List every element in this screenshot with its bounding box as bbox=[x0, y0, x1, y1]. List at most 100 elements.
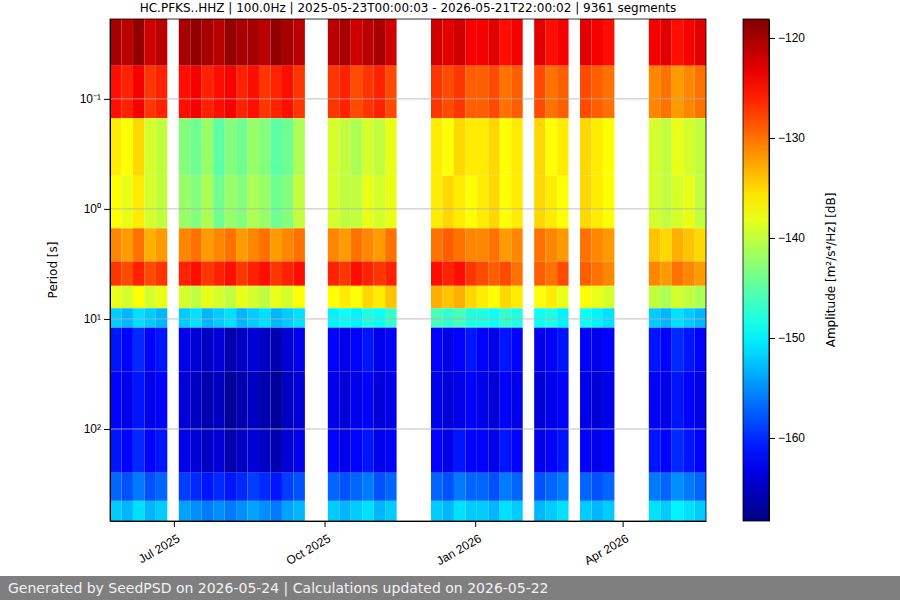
cell bbox=[133, 371, 144, 429]
cell bbox=[144, 473, 155, 501]
title: HC.PFKS..HHZ | 100.0Hz | 2025-05-23T00:0… bbox=[140, 1, 677, 15]
cell bbox=[385, 261, 396, 285]
cell bbox=[511, 261, 522, 285]
cell bbox=[133, 501, 144, 521]
cell bbox=[511, 66, 522, 119]
cell bbox=[248, 308, 259, 327]
colorbar-tick-label: −120 bbox=[778, 31, 805, 45]
cell bbox=[580, 308, 591, 327]
cell bbox=[557, 66, 568, 119]
cell bbox=[248, 328, 259, 372]
cell bbox=[202, 371, 213, 429]
y-tick-label: 10⁰ bbox=[84, 202, 101, 216]
cell bbox=[385, 286, 396, 308]
cell bbox=[362, 176, 373, 229]
cell bbox=[580, 473, 591, 501]
cell bbox=[534, 66, 545, 119]
cell bbox=[282, 429, 293, 473]
cell bbox=[511, 429, 522, 473]
cell bbox=[511, 176, 522, 229]
cell bbox=[270, 66, 281, 119]
cell bbox=[259, 176, 270, 229]
cell bbox=[236, 473, 247, 501]
cell bbox=[660, 473, 671, 501]
cell bbox=[580, 371, 591, 429]
cell bbox=[121, 19, 132, 66]
cell bbox=[488, 429, 499, 473]
cell bbox=[534, 118, 545, 176]
cell bbox=[236, 19, 247, 66]
cell bbox=[683, 308, 694, 327]
cell bbox=[534, 473, 545, 501]
cell bbox=[248, 501, 259, 521]
cell bbox=[144, 118, 155, 176]
cell bbox=[511, 118, 522, 176]
cell bbox=[374, 176, 385, 229]
cell bbox=[649, 501, 660, 521]
cell bbox=[351, 66, 362, 119]
cell bbox=[500, 176, 511, 229]
cell bbox=[546, 176, 557, 229]
cell bbox=[270, 501, 281, 521]
cell bbox=[236, 286, 247, 308]
cell bbox=[362, 286, 373, 308]
cell bbox=[259, 501, 270, 521]
cell bbox=[144, 176, 155, 229]
cell bbox=[649, 371, 660, 429]
cell bbox=[374, 19, 385, 66]
cell bbox=[213, 429, 224, 473]
cell bbox=[660, 501, 671, 521]
cell bbox=[270, 176, 281, 229]
chart: Jul 2025Oct 2025Jan 2026Apr 202610⁻¹10⁰1… bbox=[0, 0, 900, 600]
cell bbox=[248, 19, 259, 66]
cell bbox=[534, 19, 545, 66]
cell bbox=[374, 228, 385, 261]
cell bbox=[442, 286, 453, 308]
cell bbox=[672, 228, 683, 261]
cell bbox=[500, 118, 511, 176]
cell bbox=[580, 429, 591, 473]
cell bbox=[695, 371, 706, 429]
cell bbox=[213, 473, 224, 501]
cell bbox=[591, 473, 602, 501]
cell bbox=[328, 261, 339, 285]
cell bbox=[649, 286, 660, 308]
cell bbox=[431, 371, 442, 429]
cell bbox=[190, 429, 201, 473]
cell bbox=[465, 228, 476, 261]
cell bbox=[202, 501, 213, 521]
cell bbox=[248, 261, 259, 285]
cell bbox=[660, 261, 671, 285]
cell bbox=[225, 19, 236, 66]
cell bbox=[374, 429, 385, 473]
cell bbox=[488, 66, 499, 119]
cell bbox=[591, 308, 602, 327]
cell bbox=[511, 328, 522, 372]
cell bbox=[557, 118, 568, 176]
cell bbox=[270, 118, 281, 176]
x-axis: Jul 2025Oct 2025Jan 2026Apr 2026 bbox=[111, 521, 707, 568]
cell bbox=[190, 66, 201, 119]
cell bbox=[110, 118, 121, 176]
cell bbox=[488, 228, 499, 261]
cell bbox=[465, 118, 476, 176]
cell bbox=[328, 176, 339, 229]
cell bbox=[236, 371, 247, 429]
cell bbox=[442, 429, 453, 473]
cell bbox=[591, 429, 602, 473]
cell bbox=[110, 286, 121, 308]
y-tick-label: 10¹ bbox=[84, 312, 101, 326]
cell bbox=[270, 308, 281, 327]
cell bbox=[465, 261, 476, 285]
cell bbox=[660, 176, 671, 229]
cell bbox=[649, 308, 660, 327]
cell bbox=[672, 371, 683, 429]
y-axis-line bbox=[110, 20, 111, 522]
cell bbox=[385, 501, 396, 521]
cell bbox=[500, 286, 511, 308]
grid bbox=[110, 99, 706, 429]
cell bbox=[156, 286, 167, 308]
cell bbox=[374, 261, 385, 285]
cell bbox=[454, 308, 465, 327]
cell bbox=[374, 473, 385, 501]
